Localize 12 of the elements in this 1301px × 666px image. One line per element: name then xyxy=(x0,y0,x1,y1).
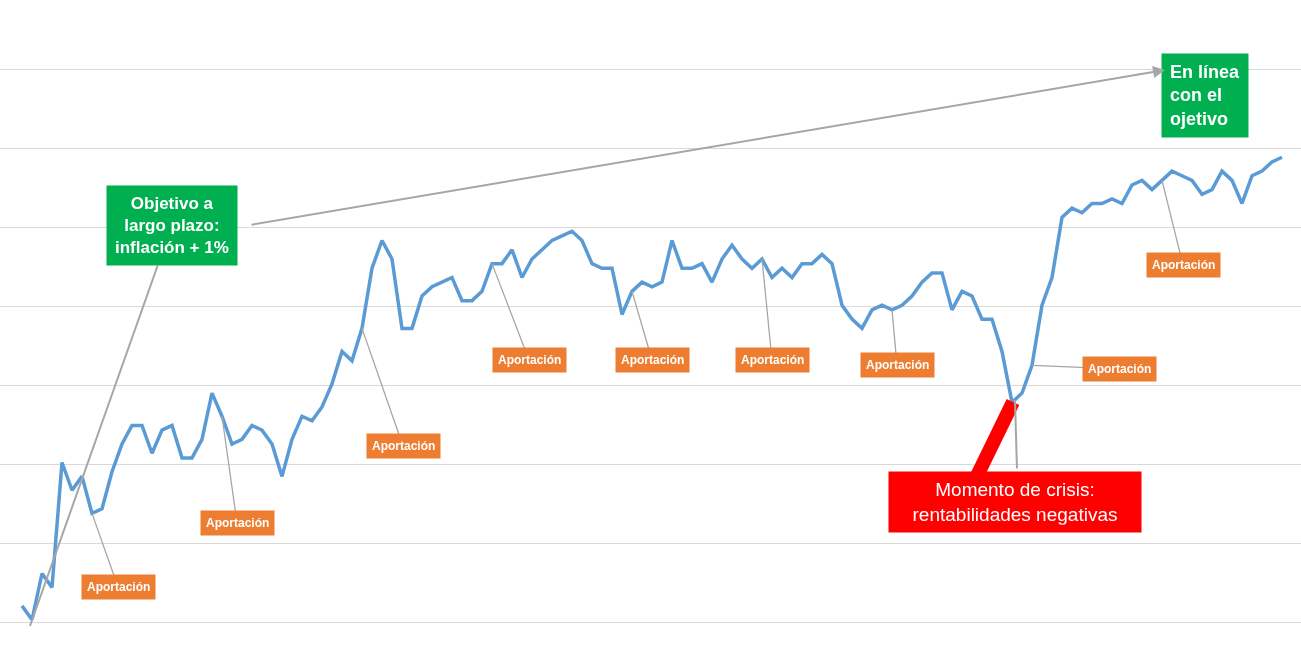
annotation: Aportación xyxy=(621,353,685,367)
annotation: Aportación xyxy=(498,353,562,367)
annotation: Aportación xyxy=(87,580,151,594)
annotation: Aportación xyxy=(1088,362,1152,376)
annotation: Aportación xyxy=(1152,258,1216,272)
annotation: Aportación xyxy=(866,358,930,372)
annotation: Aportación xyxy=(206,516,270,530)
annotation: Momento de crisis: rentabilidades negativas xyxy=(912,479,1118,525)
annotation: Aportación xyxy=(372,439,436,453)
text: En línea con el ojetivo xyxy=(1170,62,1241,129)
annotation: Aportación xyxy=(741,353,805,367)
annotation: Objetivo a largo plazo: inflación + 1% xyxy=(115,194,229,258)
